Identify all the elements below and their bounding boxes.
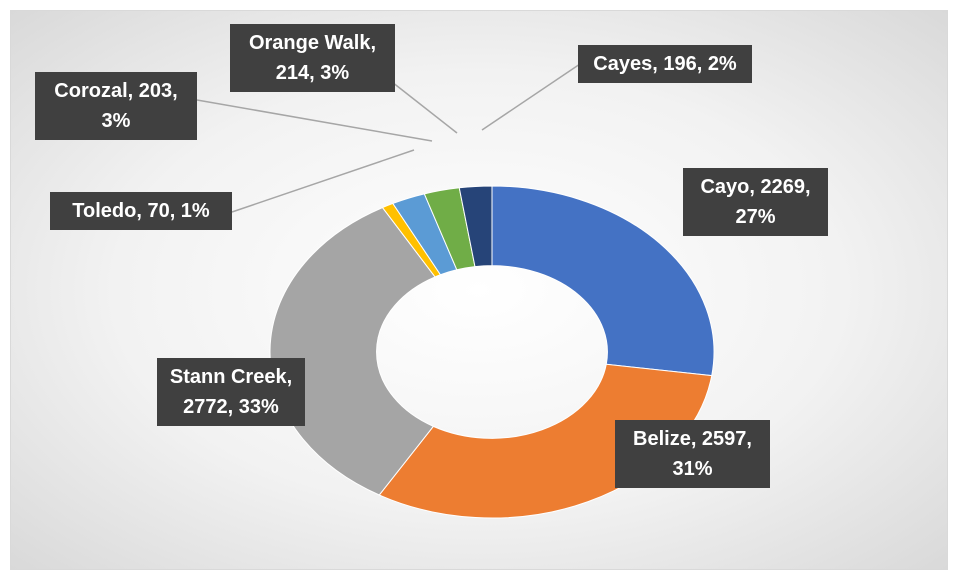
slice: [458, 185, 493, 268]
data-label: Orange Walk, 214, 3%: [230, 24, 395, 92]
data-label: Stann Creek, 2772, 33%: [157, 358, 305, 426]
leader-line: [391, 81, 458, 134]
leader-line: [481, 63, 581, 131]
leader-line: [231, 149, 415, 213]
leader-line: [196, 99, 433, 142]
data-label: Cayes, 196, 2%: [578, 45, 752, 83]
slice: [269, 206, 436, 496]
data-label: Corozal, 203, 3%: [35, 72, 197, 140]
data-label: Toledo, 70, 1%: [50, 192, 232, 230]
data-label: Cayo, 2269, 27%: [683, 168, 828, 236]
data-label: Belize, 2597, 31%: [615, 420, 770, 488]
slice: [491, 185, 715, 377]
